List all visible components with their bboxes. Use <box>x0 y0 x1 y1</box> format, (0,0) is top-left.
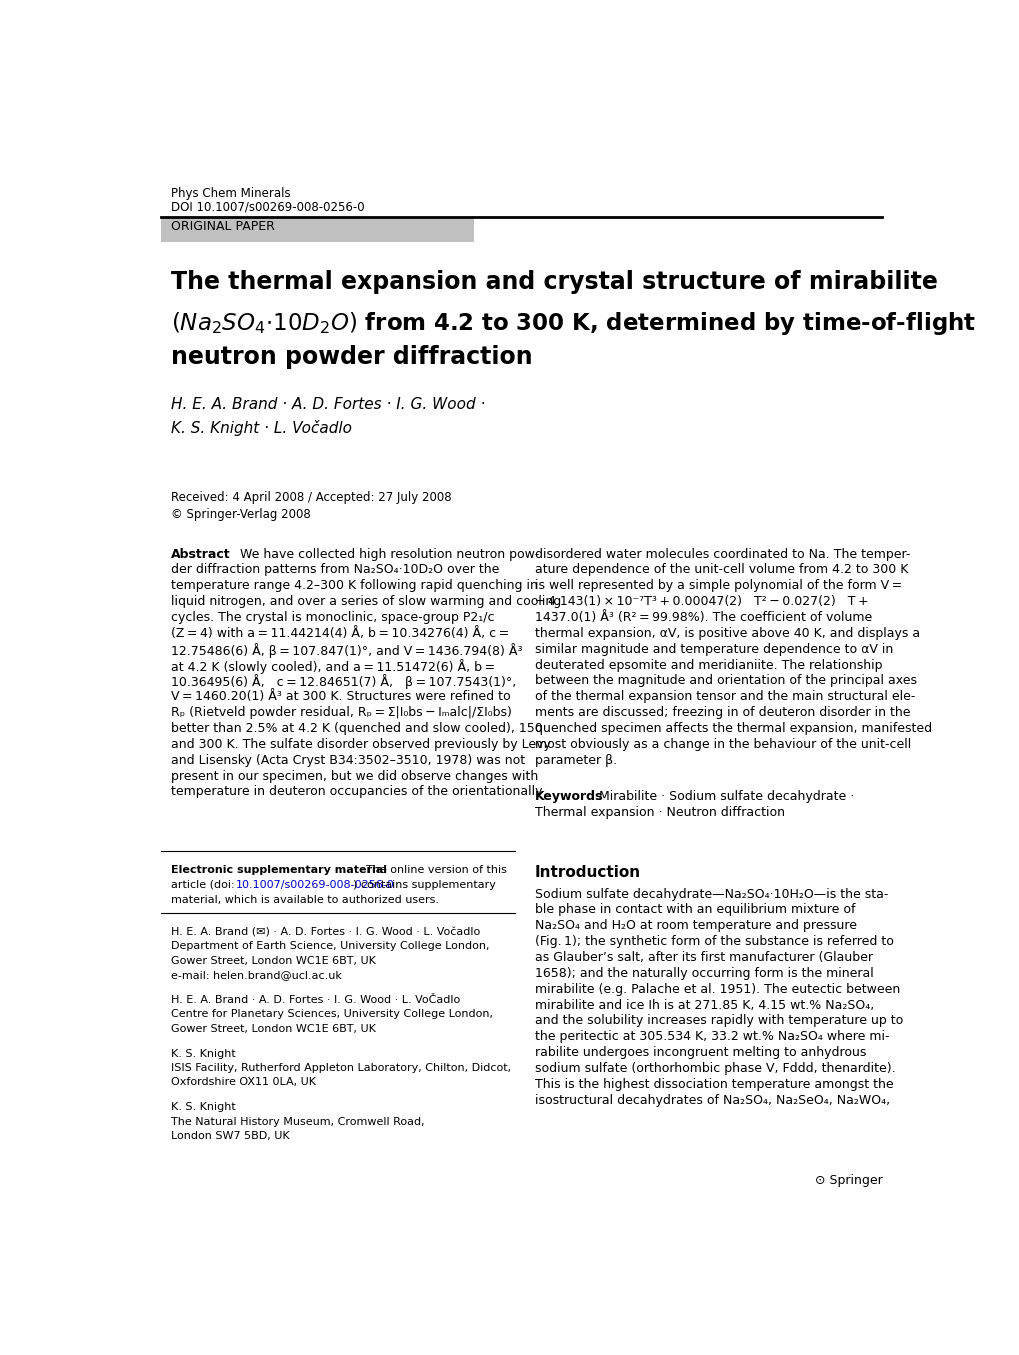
Text: − 4.143(1) × 10⁻⁷T³ + 0.00047(2)   T² − 0.027(2)   T +: − 4.143(1) × 10⁻⁷T³ + 0.00047(2) T² − 0.… <box>534 595 867 608</box>
Text: thermal expansion, αV, is positive above 40 K, and displays a: thermal expansion, αV, is positive above… <box>534 627 919 640</box>
Text: Oxfordshire OX11 0LA, UK: Oxfordshire OX11 0LA, UK <box>171 1077 316 1088</box>
Text: ⊙ Springer: ⊙ Springer <box>814 1175 881 1187</box>
Text: better than 2.5% at 4.2 K (quenched and slow cooled), 150: better than 2.5% at 4.2 K (quenched and … <box>171 722 542 734</box>
Text: disordered water molecules coordinated to Na. The temper-: disordered water molecules coordinated t… <box>534 547 909 561</box>
Text: H. E. A. Brand · A. D. Fortes · I. G. Wood ·: H. E. A. Brand · A. D. Fortes · I. G. Wo… <box>171 397 485 412</box>
Text: e-mail: helen.brand@ucl.ac.uk: e-mail: helen.brand@ucl.ac.uk <box>171 970 341 980</box>
Text: Keywords: Keywords <box>534 790 602 804</box>
Text: We have collected high resolution neutron pow-: We have collected high resolution neutro… <box>227 547 539 561</box>
Text: Gower Street, London WC1E 6BT, UK: Gower Street, London WC1E 6BT, UK <box>171 955 375 966</box>
Text: and Lisensky (Acta Cryst B34:3502–3510, 1978) was not: and Lisensky (Acta Cryst B34:3502–3510, … <box>171 753 525 767</box>
Bar <box>161 217 473 243</box>
Text: 10.36495(6) Å,   c = 12.84651(7) Å,   β = 107.7543(1)°,: 10.36495(6) Å, c = 12.84651(7) Å, β = 10… <box>171 675 516 690</box>
Text: 12.75486(6) Å, β = 107.847(1)°, and V = 1436.794(8) Å³: 12.75486(6) Å, β = 107.847(1)°, and V = … <box>171 642 522 657</box>
Text: Abstract: Abstract <box>171 547 230 561</box>
Text: ature dependence of the unit-cell volume from 4.2 to 300 K: ature dependence of the unit-cell volume… <box>534 564 907 576</box>
Text: Centre for Planetary Sciences, University College London,: Centre for Planetary Sciences, Universit… <box>171 1009 492 1019</box>
Text: © Springer-Verlag 2008: © Springer-Verlag 2008 <box>171 508 311 520</box>
Text: temperature in deuteron occupancies of the orientationally: temperature in deuteron occupancies of t… <box>171 786 542 798</box>
Text: Introduction: Introduction <box>534 864 640 879</box>
Text: H. E. A. Brand (✉) · A. D. Fortes · I. G. Wood · L. Vočadlo: H. E. A. Brand (✉) · A. D. Fortes · I. G… <box>171 927 480 938</box>
Text: DOI 10.1007/s00269-008-0256-0: DOI 10.1007/s00269-008-0256-0 <box>171 201 364 213</box>
Text: ORIGINAL PAPER: ORIGINAL PAPER <box>171 220 274 233</box>
Text: London SW7 5BD, UK: London SW7 5BD, UK <box>171 1131 289 1141</box>
Text: 1437.0(1) Å³ (R² = 99.98%). The coefficient of volume: 1437.0(1) Å³ (R² = 99.98%). The coeffici… <box>534 611 871 625</box>
Text: is well represented by a simple polynomial of the form V =: is well represented by a simple polynomi… <box>534 580 901 592</box>
Text: $(Na_2SO_4{\cdot}10D_2O)$ from 4.2 to 300 K, determined by time-of-flight: $(Na_2SO_4{\cdot}10D_2O)$ from 4.2 to 30… <box>171 310 975 336</box>
Text: der diffraction patterns from Na₂SO₄·10D₂O over the: der diffraction patterns from Na₂SO₄·10D… <box>171 564 499 576</box>
Text: (Fig. 1); the synthetic form of the substance is referred to: (Fig. 1); the synthetic form of the subs… <box>534 935 893 948</box>
Text: quenched specimen affects the thermal expansion, manifested: quenched specimen affects the thermal ex… <box>534 722 930 734</box>
Text: mirabilite (e.g. Palache et al. 1951). The eutectic between: mirabilite (e.g. Palache et al. 1951). T… <box>534 982 899 996</box>
Text: Electronic supplementary material: Electronic supplementary material <box>171 864 386 874</box>
Text: parameter β.: parameter β. <box>534 753 616 767</box>
Text: Thermal expansion · Neutron diffraction: Thermal expansion · Neutron diffraction <box>534 806 784 820</box>
Text: K. S. Knight: K. S. Knight <box>171 1103 235 1112</box>
Text: The online version of this: The online version of this <box>359 864 506 874</box>
Text: isostructural decahydrates of Na₂SO₄, Na₂SeO₄, Na₂WO₄,: isostructural decahydrates of Na₂SO₄, Na… <box>534 1093 889 1107</box>
Text: and the solubility increases rapidly with temperature up to: and the solubility increases rapidly wit… <box>534 1015 902 1027</box>
Text: Department of Earth Science, University College London,: Department of Earth Science, University … <box>171 942 489 951</box>
Text: Received: 4 April 2008 / Accepted: 27 July 2008: Received: 4 April 2008 / Accepted: 27 Ju… <box>171 492 451 504</box>
Text: 1658); and the naturally occurring form is the mineral: 1658); and the naturally occurring form … <box>534 967 872 980</box>
Text: most obviously as a change in the behaviour of the unit-cell: most obviously as a change in the behavi… <box>534 738 910 751</box>
Text: This is the highest dissociation temperature amongst the: This is the highest dissociation tempera… <box>534 1077 893 1091</box>
Text: the peritectic at 305.534 K, 33.2 wt.% Na₂SO₄ where mi-: the peritectic at 305.534 K, 33.2 wt.% N… <box>534 1030 889 1043</box>
Text: at 4.2 K (slowly cooled), and a = 11.51472(6) Å, b =: at 4.2 K (slowly cooled), and a = 11.514… <box>171 659 494 673</box>
Text: neutron powder diffraction: neutron powder diffraction <box>171 346 532 369</box>
Text: Rₚ (Rietveld powder residual, Rₚ = Σ|I₀bs − Iₘalc|/ΣI₀bs): Rₚ (Rietveld powder residual, Rₚ = Σ|I₀b… <box>171 706 512 720</box>
Text: (Z = 4) with a = 11.44214(4) Å, b = 10.34276(4) Å, c =: (Z = 4) with a = 11.44214(4) Å, b = 10.3… <box>171 627 508 640</box>
Text: between the magnitude and orientation of the principal axes: between the magnitude and orientation of… <box>534 675 916 687</box>
Text: ble phase in contact with an equilibrium mixture of: ble phase in contact with an equilibrium… <box>534 904 854 916</box>
Text: Na₂SO₄ and H₂O at room temperature and pressure: Na₂SO₄ and H₂O at room temperature and p… <box>534 919 856 932</box>
Text: material, which is available to authorized users.: material, which is available to authoriz… <box>171 894 438 905</box>
Text: ments are discussed; freezing in of deuteron disorder in the: ments are discussed; freezing in of deut… <box>534 706 909 720</box>
Text: K. S. Knight: K. S. Knight <box>171 1049 235 1058</box>
Text: The thermal expansion and crystal structure of mirabilite: The thermal expansion and crystal struct… <box>171 270 936 294</box>
Text: similar magnitude and temperature dependence to αV in: similar magnitude and temperature depend… <box>534 642 892 656</box>
Text: present in our specimen, but we did observe changes with: present in our specimen, but we did obse… <box>171 770 538 783</box>
Text: and 300 K. The sulfate disorder observed previously by Levy: and 300 K. The sulfate disorder observed… <box>171 738 550 751</box>
Text: sodium sulfate (orthorhombic phase V, Fddd, thenardite).: sodium sulfate (orthorhombic phase V, Fd… <box>534 1062 895 1075</box>
Text: ) contains supplementary: ) contains supplementary <box>353 879 495 890</box>
Text: mirabilite and ice Ih is at 271.85 K, 4.15 wt.% Na₂SO₄,: mirabilite and ice Ih is at 271.85 K, 4.… <box>534 999 873 1012</box>
Text: Gower Street, London WC1E 6BT, UK: Gower Street, London WC1E 6BT, UK <box>171 1024 375 1034</box>
Text: cycles. The crystal is monoclinic, space-group P2₁/c: cycles. The crystal is monoclinic, space… <box>171 611 494 625</box>
Text: Sodium sulfate decahydrate—Na₂SO₄·10H₂O—is the sta-: Sodium sulfate decahydrate—Na₂SO₄·10H₂O—… <box>534 888 888 901</box>
Text: K. S. Knight · L. Vočadlo: K. S. Knight · L. Vočadlo <box>171 420 352 436</box>
Text: temperature range 4.2–300 K following rapid quenching in: temperature range 4.2–300 K following ra… <box>171 580 537 592</box>
Text: The Natural History Museum, Cromwell Road,: The Natural History Museum, Cromwell Roa… <box>171 1117 424 1127</box>
Text: ISIS Facility, Rutherford Appleton Laboratory, Chilton, Didcot,: ISIS Facility, Rutherford Appleton Labor… <box>171 1064 511 1073</box>
Text: V = 1460.20(1) Å³ at 300 K. Structures were refined to: V = 1460.20(1) Å³ at 300 K. Structures w… <box>171 690 511 703</box>
Text: article (doi:: article (doi: <box>171 879 234 890</box>
Text: Mirabilite · Sodium sulfate decahydrate ·: Mirabilite · Sodium sulfate decahydrate … <box>599 790 854 804</box>
Text: liquid nitrogen, and over a series of slow warming and cooling: liquid nitrogen, and over a series of sl… <box>171 595 560 608</box>
Text: deuterated epsomite and meridianiite. The relationship: deuterated epsomite and meridianiite. Th… <box>534 659 881 672</box>
Text: 10.1007/s00269-008-0256-0: 10.1007/s00269-008-0256-0 <box>235 879 394 890</box>
Text: Phys Chem Minerals: Phys Chem Minerals <box>171 187 290 199</box>
Text: of the thermal expansion tensor and the main structural ele-: of the thermal expansion tensor and the … <box>534 690 914 703</box>
Text: rabilite undergoes incongruent melting to anhydrous: rabilite undergoes incongruent melting t… <box>534 1046 865 1060</box>
Text: H. E. A. Brand · A. D. Fortes · I. G. Wood · L. VoČadlo: H. E. A. Brand · A. D. Fortes · I. G. Wo… <box>171 995 460 1005</box>
Text: as Glauber’s salt, after its first manufacturer (Glauber: as Glauber’s salt, after its first manuf… <box>534 951 871 963</box>
